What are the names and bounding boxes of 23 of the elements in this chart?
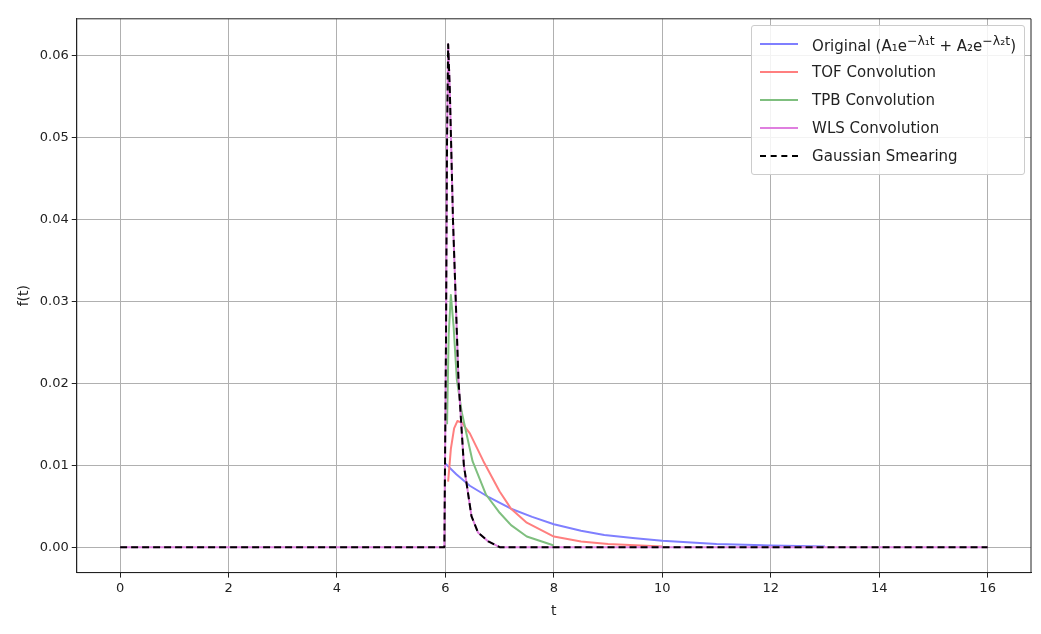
y-tick-label: 0.02 <box>39 374 69 390</box>
x-tick-label: 12 <box>762 579 780 595</box>
legend-label: TPB Convolution <box>812 90 935 109</box>
x-tick-label: 8 <box>549 579 559 595</box>
x-tick-label: 4 <box>332 579 342 595</box>
y-tick-label: 0.05 <box>39 128 69 144</box>
y-tick-label: 0.04 <box>39 210 69 226</box>
y-tick-label: 0.03 <box>39 292 69 308</box>
y-tick-label: 0.06 <box>39 47 69 63</box>
legend-label: Original (A₁e$^{−λ₁t}$ + A₂e$^{−λ₂t}$) <box>812 32 1016 55</box>
x-tick-label: 2 <box>224 579 233 595</box>
legend-label: Gaussian Smearing <box>812 146 958 165</box>
x-tick-label: 6 <box>441 579 450 595</box>
x-tick-label: 10 <box>654 579 671 595</box>
y-tick-label: 0.00 <box>39 538 69 554</box>
x-tick-label: 14 <box>870 579 888 595</box>
legend-label: WLS Convolution <box>812 118 940 137</box>
x-tick-label: 16 <box>979 579 996 595</box>
y-tick-label: 0.01 <box>39 456 69 472</box>
y-axis-title: f(t) <box>15 285 32 307</box>
legend-label: TOF Convolution <box>812 62 937 81</box>
x-axis-title: t <box>551 602 558 619</box>
x-tick-label: 0 <box>115 579 125 595</box>
